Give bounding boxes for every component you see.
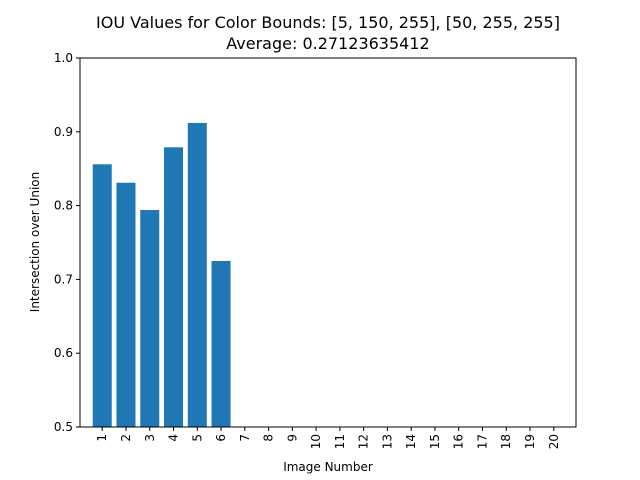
x-tick-label: 19 (523, 434, 537, 449)
x-tick-label: 3 (143, 434, 157, 442)
x-tick-label: 10 (309, 434, 323, 449)
chart-title: IOU Values for Color Bounds: [5, 150, 25… (96, 13, 560, 32)
x-tick-label: 14 (404, 434, 418, 449)
bar (140, 210, 160, 427)
bar (187, 122, 207, 427)
x-tick-label: 18 (499, 434, 513, 449)
bar (211, 260, 231, 427)
x-tick-label: 11 (333, 434, 347, 449)
bar (92, 164, 112, 427)
y-tick-label: 1.0 (54, 51, 73, 65)
x-tick-label: 4 (167, 434, 181, 442)
y-tick-label: 0.7 (54, 272, 73, 286)
x-tick-label: 8 (262, 434, 276, 442)
y-tick-label: 0.9 (54, 125, 73, 139)
x-tick-label: 6 (214, 434, 228, 442)
x-tick-label: 9 (285, 434, 299, 442)
x-tick-label: 1 (95, 434, 109, 442)
y-axis-label: Intersection over Union (28, 172, 42, 312)
chart-subtitle: Average: 0.27123635412 (226, 34, 429, 53)
bar (116, 182, 136, 427)
x-axis-label: Image Number (283, 460, 373, 474)
x-tick-label: 13 (380, 434, 394, 449)
x-tick-label: 5 (190, 434, 204, 442)
y-tick-label: 0.5 (54, 420, 73, 434)
x-tick-label: 2 (119, 434, 133, 442)
x-tick-label: 12 (357, 434, 371, 449)
x-tick-label: 20 (547, 434, 561, 449)
plot-area (92, 122, 231, 427)
x-tick-label: 7 (238, 434, 252, 442)
axes-frame (79, 57, 577, 428)
x-tick-label: 17 (475, 434, 489, 449)
x-tick-label: 15 (428, 434, 442, 449)
x-tick-label: 16 (452, 434, 466, 449)
y-tick-label: 0.8 (54, 199, 73, 213)
bar (164, 147, 184, 427)
y-tick-label: 0.6 (54, 346, 73, 360)
